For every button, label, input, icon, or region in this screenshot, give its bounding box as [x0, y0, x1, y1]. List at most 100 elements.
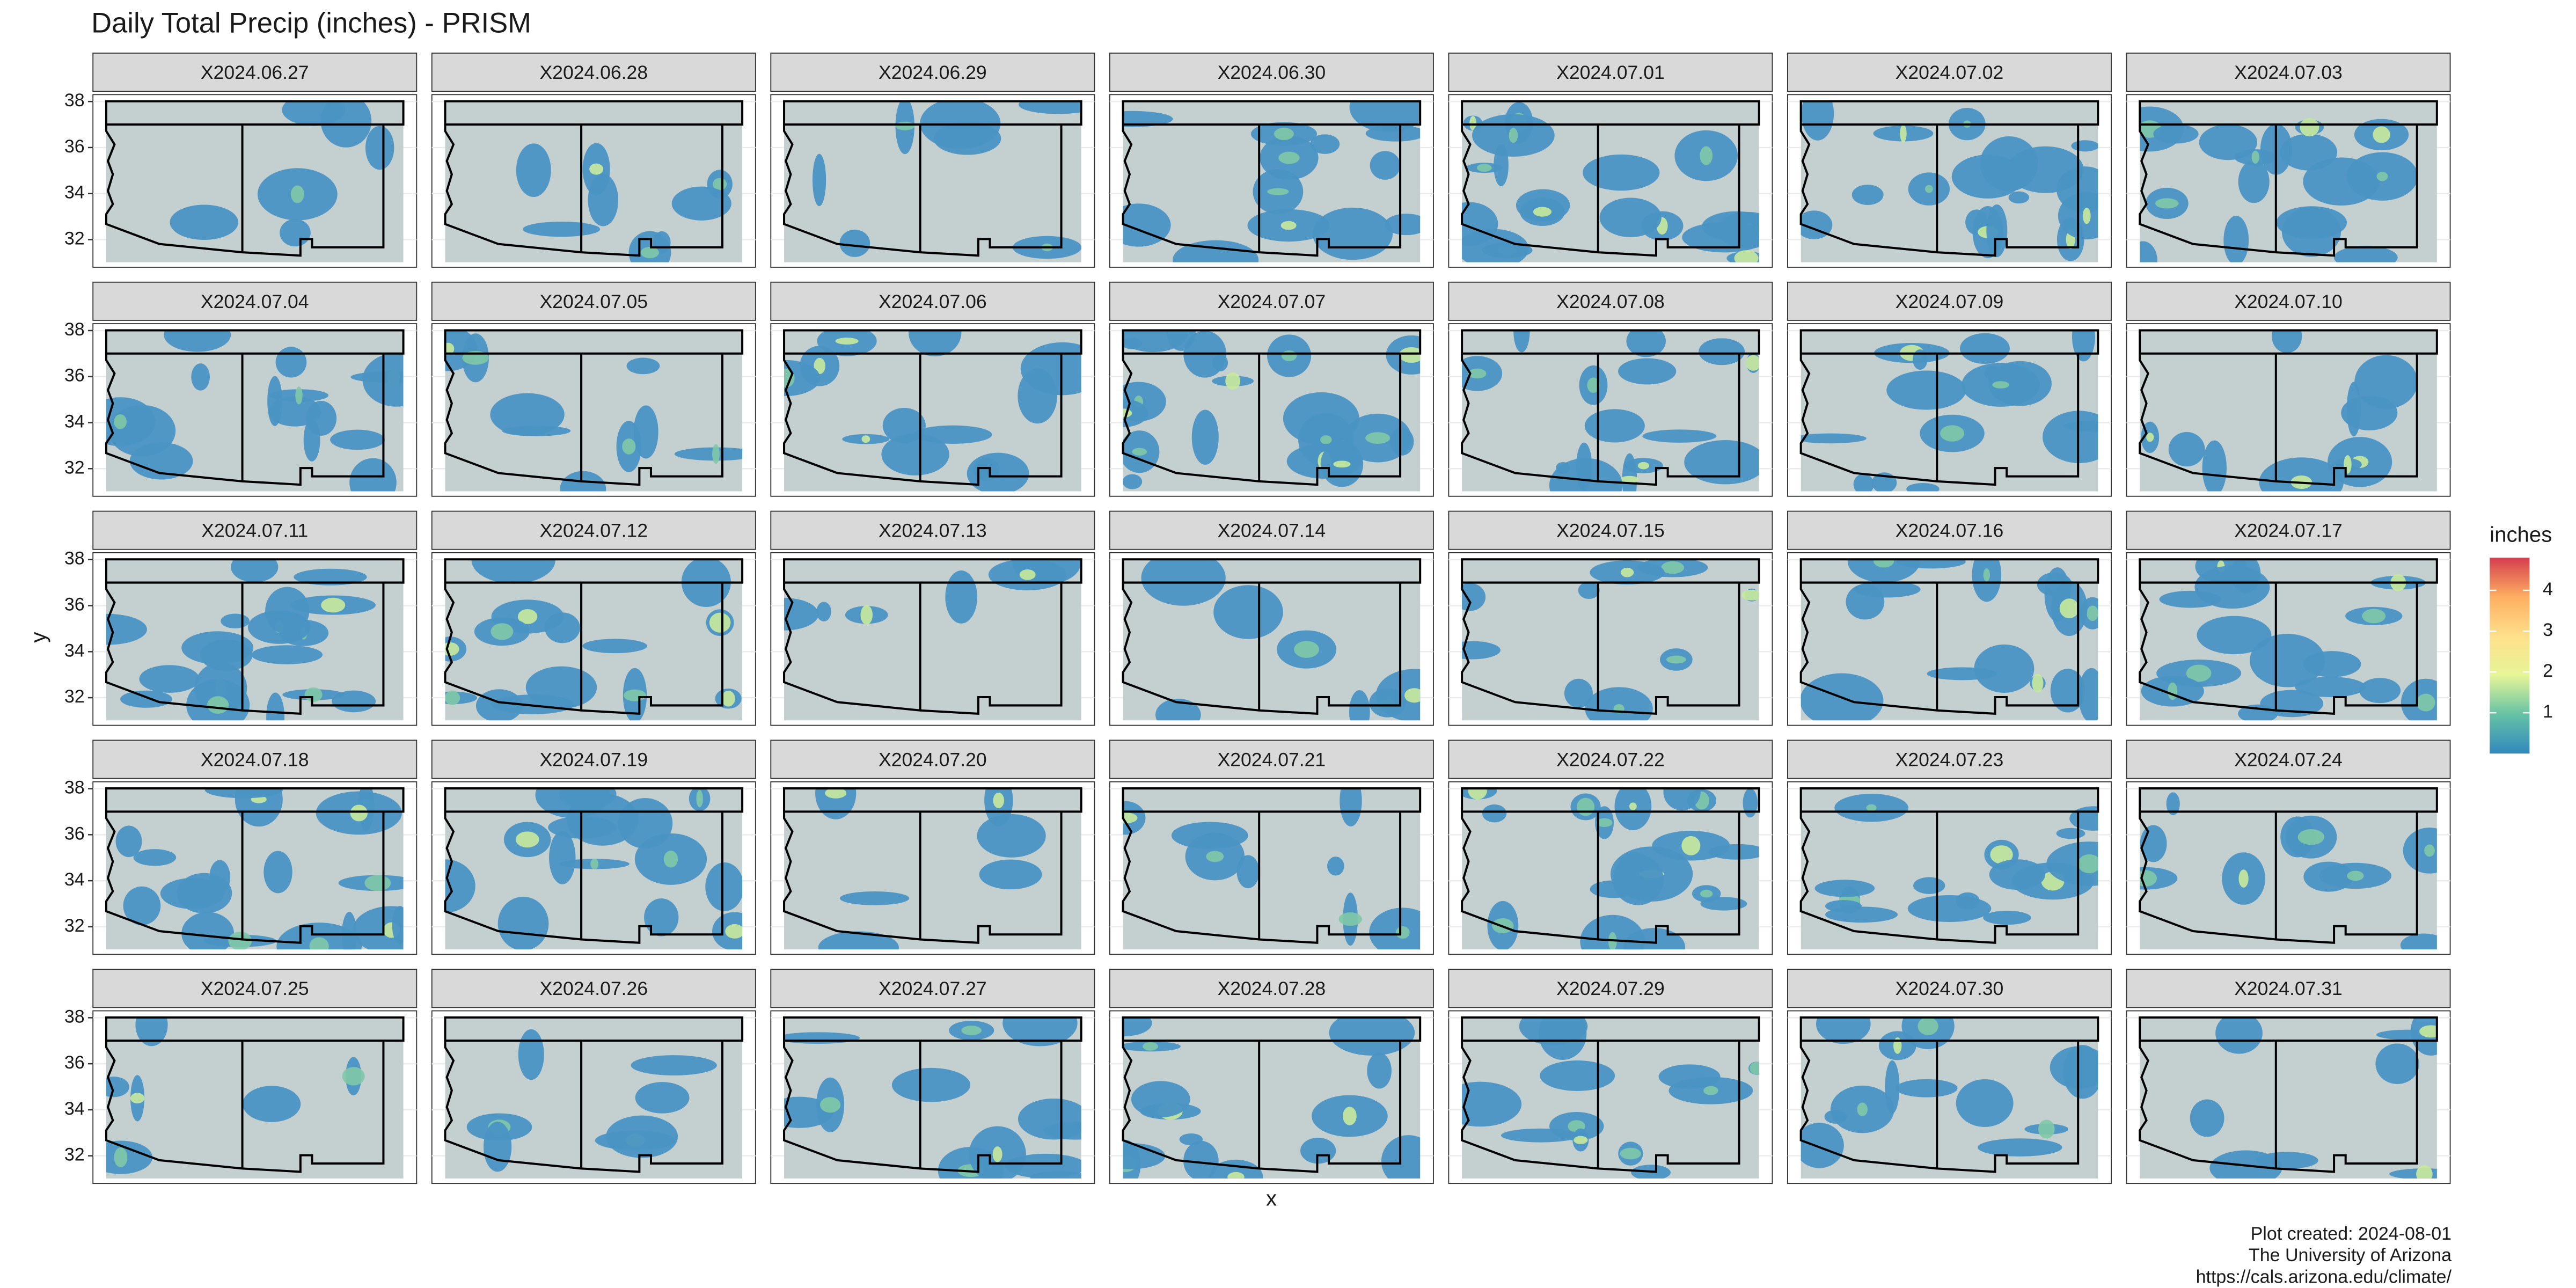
precip-area: [2354, 355, 2418, 409]
facet-label: X2024.07.18: [201, 749, 309, 770]
precip-area: [1980, 136, 2038, 192]
precip-core: [825, 788, 847, 799]
precip-area: [1123, 1143, 1166, 1169]
precip-area: [1002, 1017, 1078, 1046]
precip-area: [2008, 191, 2030, 204]
y-tick-label: 36: [64, 595, 85, 615]
precip-area: [2140, 241, 2157, 262]
caption: https://cals.arizona.edu/climate/: [2196, 1267, 2452, 1287]
state-outline: [2139, 558, 2438, 715]
state-outline: [1122, 100, 1422, 257]
state-outline: [444, 1016, 744, 1173]
precip-area: [839, 891, 910, 905]
map: [105, 100, 405, 262]
precip-area: [497, 896, 549, 950]
precip-core: [2087, 605, 2098, 621]
precip-area: [170, 204, 238, 240]
state-outline: [1122, 558, 1422, 715]
map: [2139, 100, 2438, 262]
precip-area: [2215, 1017, 2263, 1054]
precip-area: [1540, 1060, 1615, 1091]
state-outline: [1461, 1016, 1760, 1173]
precip-area: [294, 568, 367, 586]
facet-label: X2024.07.29: [1556, 978, 1665, 999]
state-outline: [783, 1016, 1082, 1173]
precip-area: [582, 639, 648, 654]
precip-area: [1959, 333, 2010, 364]
map: [1799, 1016, 2099, 1179]
precip-core: [1620, 567, 1634, 577]
precip-area: [1549, 458, 1623, 492]
state-outline: [1799, 558, 2099, 715]
facet-strip: [431, 740, 756, 779]
precip-core: [515, 831, 539, 848]
map: [105, 329, 405, 492]
facet-strip: [431, 281, 756, 321]
precip-core: [1338, 912, 1362, 926]
precip-core: [1468, 788, 1487, 800]
facet-label: X2024.07.05: [539, 291, 648, 312]
facet-strip: [1109, 510, 1434, 550]
precip-core: [130, 1093, 145, 1104]
legend-title: inches: [2490, 523, 2552, 547]
colorbar-label: 4: [2543, 579, 2553, 599]
facet-strip: [92, 740, 418, 779]
precip-area: [106, 613, 147, 645]
facet-strip: [2126, 53, 2451, 92]
precip-area: [1731, 217, 1759, 239]
precip-area: [490, 393, 565, 436]
precip-area: [1699, 338, 1745, 365]
precip-area: [483, 1122, 512, 1172]
precip-core: [1333, 460, 1351, 468]
precip-area: [266, 692, 285, 721]
precip-core: [1750, 1062, 1759, 1075]
precip-patches: [106, 559, 376, 721]
precip-core: [1703, 1086, 1718, 1095]
y-tick-label: 38: [64, 548, 85, 569]
precip-area: [784, 360, 821, 396]
precip-core: [445, 690, 460, 705]
precip-area: [1801, 673, 1884, 721]
y-tick-label: 34: [64, 1099, 85, 1119]
precip-core: [290, 185, 304, 203]
precip-area: [2190, 1099, 2224, 1137]
caption: The University of Arizona: [2249, 1245, 2451, 1265]
facet-label: X2024.06.28: [539, 62, 648, 83]
precip-area: [671, 186, 731, 221]
precip-area: [1955, 892, 1980, 910]
precip-area: [973, 458, 1000, 481]
precip-area: [362, 353, 404, 407]
map: [1799, 787, 2099, 950]
map: [105, 787, 405, 950]
precip-area: [1018, 101, 1081, 114]
facet-label: X2024.07.20: [879, 749, 987, 770]
precip-area: [1310, 134, 1340, 154]
map-background: [1801, 330, 2098, 492]
precip-core: [1281, 350, 1297, 361]
facet-strip: [1787, 740, 2112, 779]
precip-area: [784, 598, 819, 631]
state-outline: [2139, 787, 2438, 944]
facet-strip: [1448, 969, 1773, 1008]
precip-area: [2400, 933, 2437, 950]
precip-area: [445, 859, 475, 913]
map: [1461, 558, 1760, 721]
precip-area: [264, 851, 292, 894]
precip-area: [1329, 1017, 1415, 1056]
facet-label: X2024.07.26: [539, 978, 648, 999]
y-tick-label: 36: [64, 365, 85, 386]
y-tick-label: 34: [64, 411, 85, 431]
facet-strip: [2126, 740, 2451, 779]
facet-label: X2024.07.17: [2234, 520, 2343, 541]
precip-core: [1365, 432, 1391, 444]
map-background: [1123, 788, 1421, 950]
precip-patches: [1801, 1017, 2098, 1168]
precip-core: [861, 435, 870, 443]
precip-area: [1583, 154, 1660, 191]
precip-area: [1906, 483, 1940, 492]
map: [2139, 787, 2438, 950]
facet-label: X2024.07.07: [1218, 291, 1326, 312]
state-outline: [1461, 329, 1760, 486]
precip-area: [204, 788, 283, 799]
precip-core: [1469, 115, 1476, 131]
